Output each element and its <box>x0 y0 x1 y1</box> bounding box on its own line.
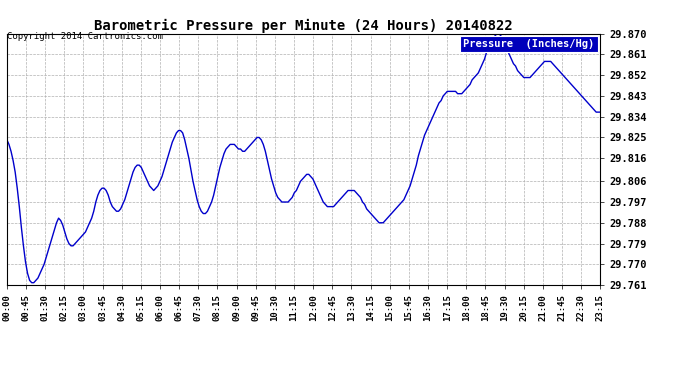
Text: Pressure  (Inches/Hg): Pressure (Inches/Hg) <box>464 39 595 49</box>
Text: Copyright 2014 Cartronics.com: Copyright 2014 Cartronics.com <box>7 32 163 41</box>
Title: Barometric Pressure per Minute (24 Hours) 20140822: Barometric Pressure per Minute (24 Hours… <box>95 18 513 33</box>
